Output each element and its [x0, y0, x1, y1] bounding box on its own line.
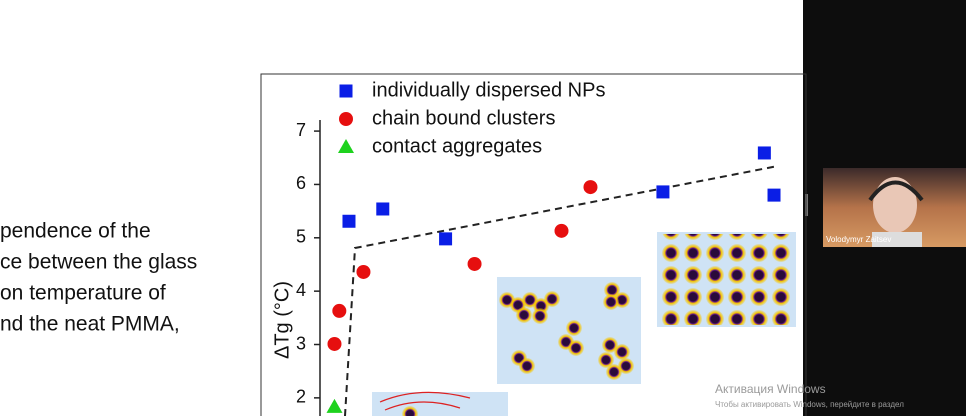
data-point: [376, 202, 390, 216]
data-point: [356, 264, 371, 279]
y-tick-label: 5: [296, 227, 306, 247]
slide: [0, 0, 803, 416]
data-point: [342, 214, 356, 228]
webcam-shirt: [872, 232, 922, 247]
watermark-title: Активация Windows: [715, 382, 826, 396]
trend-line: [344, 165, 779, 416]
slide-line: on temperature of: [0, 282, 166, 305]
slide-line: pendence of the: [0, 220, 151, 243]
legend-marker: [338, 139, 354, 153]
webcam-headset: [868, 180, 924, 202]
data-point: [326, 398, 343, 413]
inset-chains-particles: [499, 282, 634, 380]
data-point: [554, 223, 569, 238]
webcam-face: [873, 177, 917, 233]
y-tick-label: 2: [296, 387, 306, 407]
inset-dispersed-particles: [659, 234, 794, 325]
inset-particle: [402, 406, 418, 416]
annotation-scribble: [379, 391, 471, 411]
legend-marker: [339, 112, 353, 126]
data-point: [467, 256, 482, 271]
legend-label: individually dispersed NPs: [372, 79, 605, 101]
data-point: [439, 232, 453, 246]
y-axis-label: ΔTg (°C): [271, 281, 293, 359]
data-point: [583, 180, 598, 195]
y-tick-label: 3: [296, 333, 306, 353]
participant-name: Volodymyr Zaitsev: [826, 235, 891, 244]
chart-frame: [260, 73, 807, 416]
legend-label: chain bound clusters: [372, 107, 555, 129]
inset-aggregates: [372, 392, 508, 416]
slide-line: nd the neat PMMA,: [0, 313, 180, 336]
legend-marker: [339, 84, 353, 98]
data-point: [757, 146, 771, 160]
legend-label: contact aggregates: [372, 135, 542, 157]
slide-text: pendence of the ce between the glass on te…: [0, 220, 197, 336]
watermark-text: Чтобы активировать Windows, перейдите в …: [715, 400, 904, 409]
data-point: [332, 303, 347, 318]
y-tick-label: 4: [296, 280, 306, 300]
data-point: [327, 336, 342, 351]
y-tick-label: 6: [296, 173, 306, 193]
plot: 2 3 4 5 6 7 individually dispersed NPs chain bo…: [296, 79, 781, 413]
data-point: [767, 188, 781, 202]
y-tick-label: 7: [296, 120, 306, 140]
slide-line: ce between the glass: [0, 251, 197, 274]
data-point: [656, 185, 670, 199]
